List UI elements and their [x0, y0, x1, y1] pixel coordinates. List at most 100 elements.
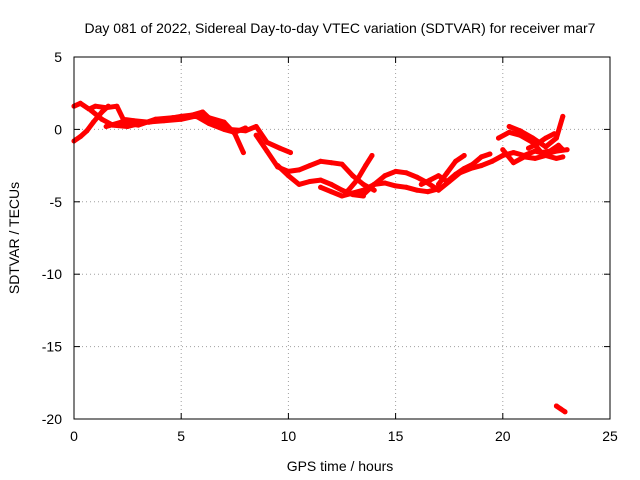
data-point [318, 177, 324, 183]
data-point [135, 122, 141, 128]
series-line-track-8 [345, 153, 375, 193]
data-point [264, 148, 270, 154]
data-point [547, 148, 553, 154]
data-point [339, 193, 345, 199]
data-point [382, 173, 388, 179]
data-point [403, 170, 409, 176]
y-tick-label: -20 [42, 411, 62, 427]
x-tick-label: 0 [70, 428, 78, 444]
data-point [328, 189, 334, 195]
data-point [526, 145, 531, 151]
data-point [105, 103, 111, 109]
data-point [517, 128, 523, 134]
data-point [88, 108, 94, 114]
data-point [253, 132, 259, 138]
data-point [414, 187, 420, 193]
data-point [487, 151, 493, 157]
x-tick-label: 10 [281, 428, 297, 444]
data-point [77, 100, 83, 106]
data-point [363, 163, 369, 169]
chart-title: Day 081 of 2022, Sidereal Day-to-day VTE… [85, 20, 596, 36]
data-point [543, 144, 549, 150]
data-point [328, 181, 334, 187]
data-point [393, 183, 399, 189]
data-point [427, 177, 433, 183]
data-point [521, 154, 527, 160]
data-point [318, 184, 324, 190]
y-tick-label: 5 [54, 49, 62, 65]
data-point [393, 168, 399, 174]
data-point [511, 150, 516, 156]
y-tick-label: -5 [50, 194, 63, 210]
data-point [506, 129, 512, 135]
data-point [436, 181, 441, 187]
data-point [453, 158, 459, 164]
data-point [114, 103, 120, 109]
data-point [553, 155, 559, 161]
data-point [296, 181, 302, 187]
data-point [551, 131, 557, 137]
data-point [307, 163, 313, 169]
data-point [461, 166, 467, 171]
y-tick-label: -10 [42, 266, 62, 282]
data-point [553, 135, 559, 141]
data-point [425, 189, 431, 195]
data-point [77, 134, 83, 140]
data-point [243, 128, 248, 134]
data-point [543, 135, 549, 141]
data-point [253, 124, 259, 129]
data-point [90, 119, 96, 125]
data-point [185, 113, 191, 119]
x-tick-label: 25 [602, 428, 618, 444]
data-point [489, 158, 495, 164]
data-point [560, 154, 566, 160]
data-point [532, 155, 538, 161]
data-point [360, 181, 366, 187]
data-point [354, 177, 360, 183]
x-tick-label: 5 [177, 428, 185, 444]
data-point [103, 124, 109, 129]
data-point [92, 103, 98, 109]
data-point [496, 135, 501, 141]
data-point [350, 173, 356, 179]
axis-ticks: 0 5 10 15 20 25 5 0 -5 -10 -15 -20 [42, 49, 618, 444]
data-point [264, 139, 270, 145]
data-point [339, 187, 345, 193]
data-point [285, 173, 291, 179]
data-point [296, 167, 302, 173]
data-point [200, 109, 206, 115]
data-point [553, 403, 559, 409]
data-point [562, 409, 568, 415]
data-point [307, 179, 313, 184]
data-point [478, 163, 484, 169]
y-axis-label: SDTVAR / TECUs [6, 182, 22, 294]
x-tick-label: 20 [495, 428, 511, 444]
data-point [328, 160, 334, 166]
data-point [444, 179, 450, 184]
data-point [556, 142, 561, 148]
series-line-track-11 [436, 153, 467, 187]
data-point [339, 161, 345, 167]
data-point [170, 115, 176, 121]
data-point [275, 163, 281, 169]
data-point [360, 192, 366, 198]
data-point [277, 145, 283, 151]
data-point [403, 184, 409, 190]
data-point [534, 141, 540, 147]
data-point [436, 173, 441, 179]
data-point [210, 119, 216, 125]
data-point [350, 190, 356, 196]
data-point [558, 406, 564, 412]
data-point [478, 154, 484, 160]
data-point [506, 124, 512, 129]
data-point [418, 181, 424, 187]
data-point [84, 128, 90, 134]
data-point [470, 161, 476, 167]
data-point [511, 160, 516, 166]
series-line-track-4 [103, 109, 293, 156]
plot-frame [73, 56, 611, 420]
data-point [436, 187, 441, 193]
data-point [369, 153, 375, 158]
data-series [71, 100, 570, 415]
